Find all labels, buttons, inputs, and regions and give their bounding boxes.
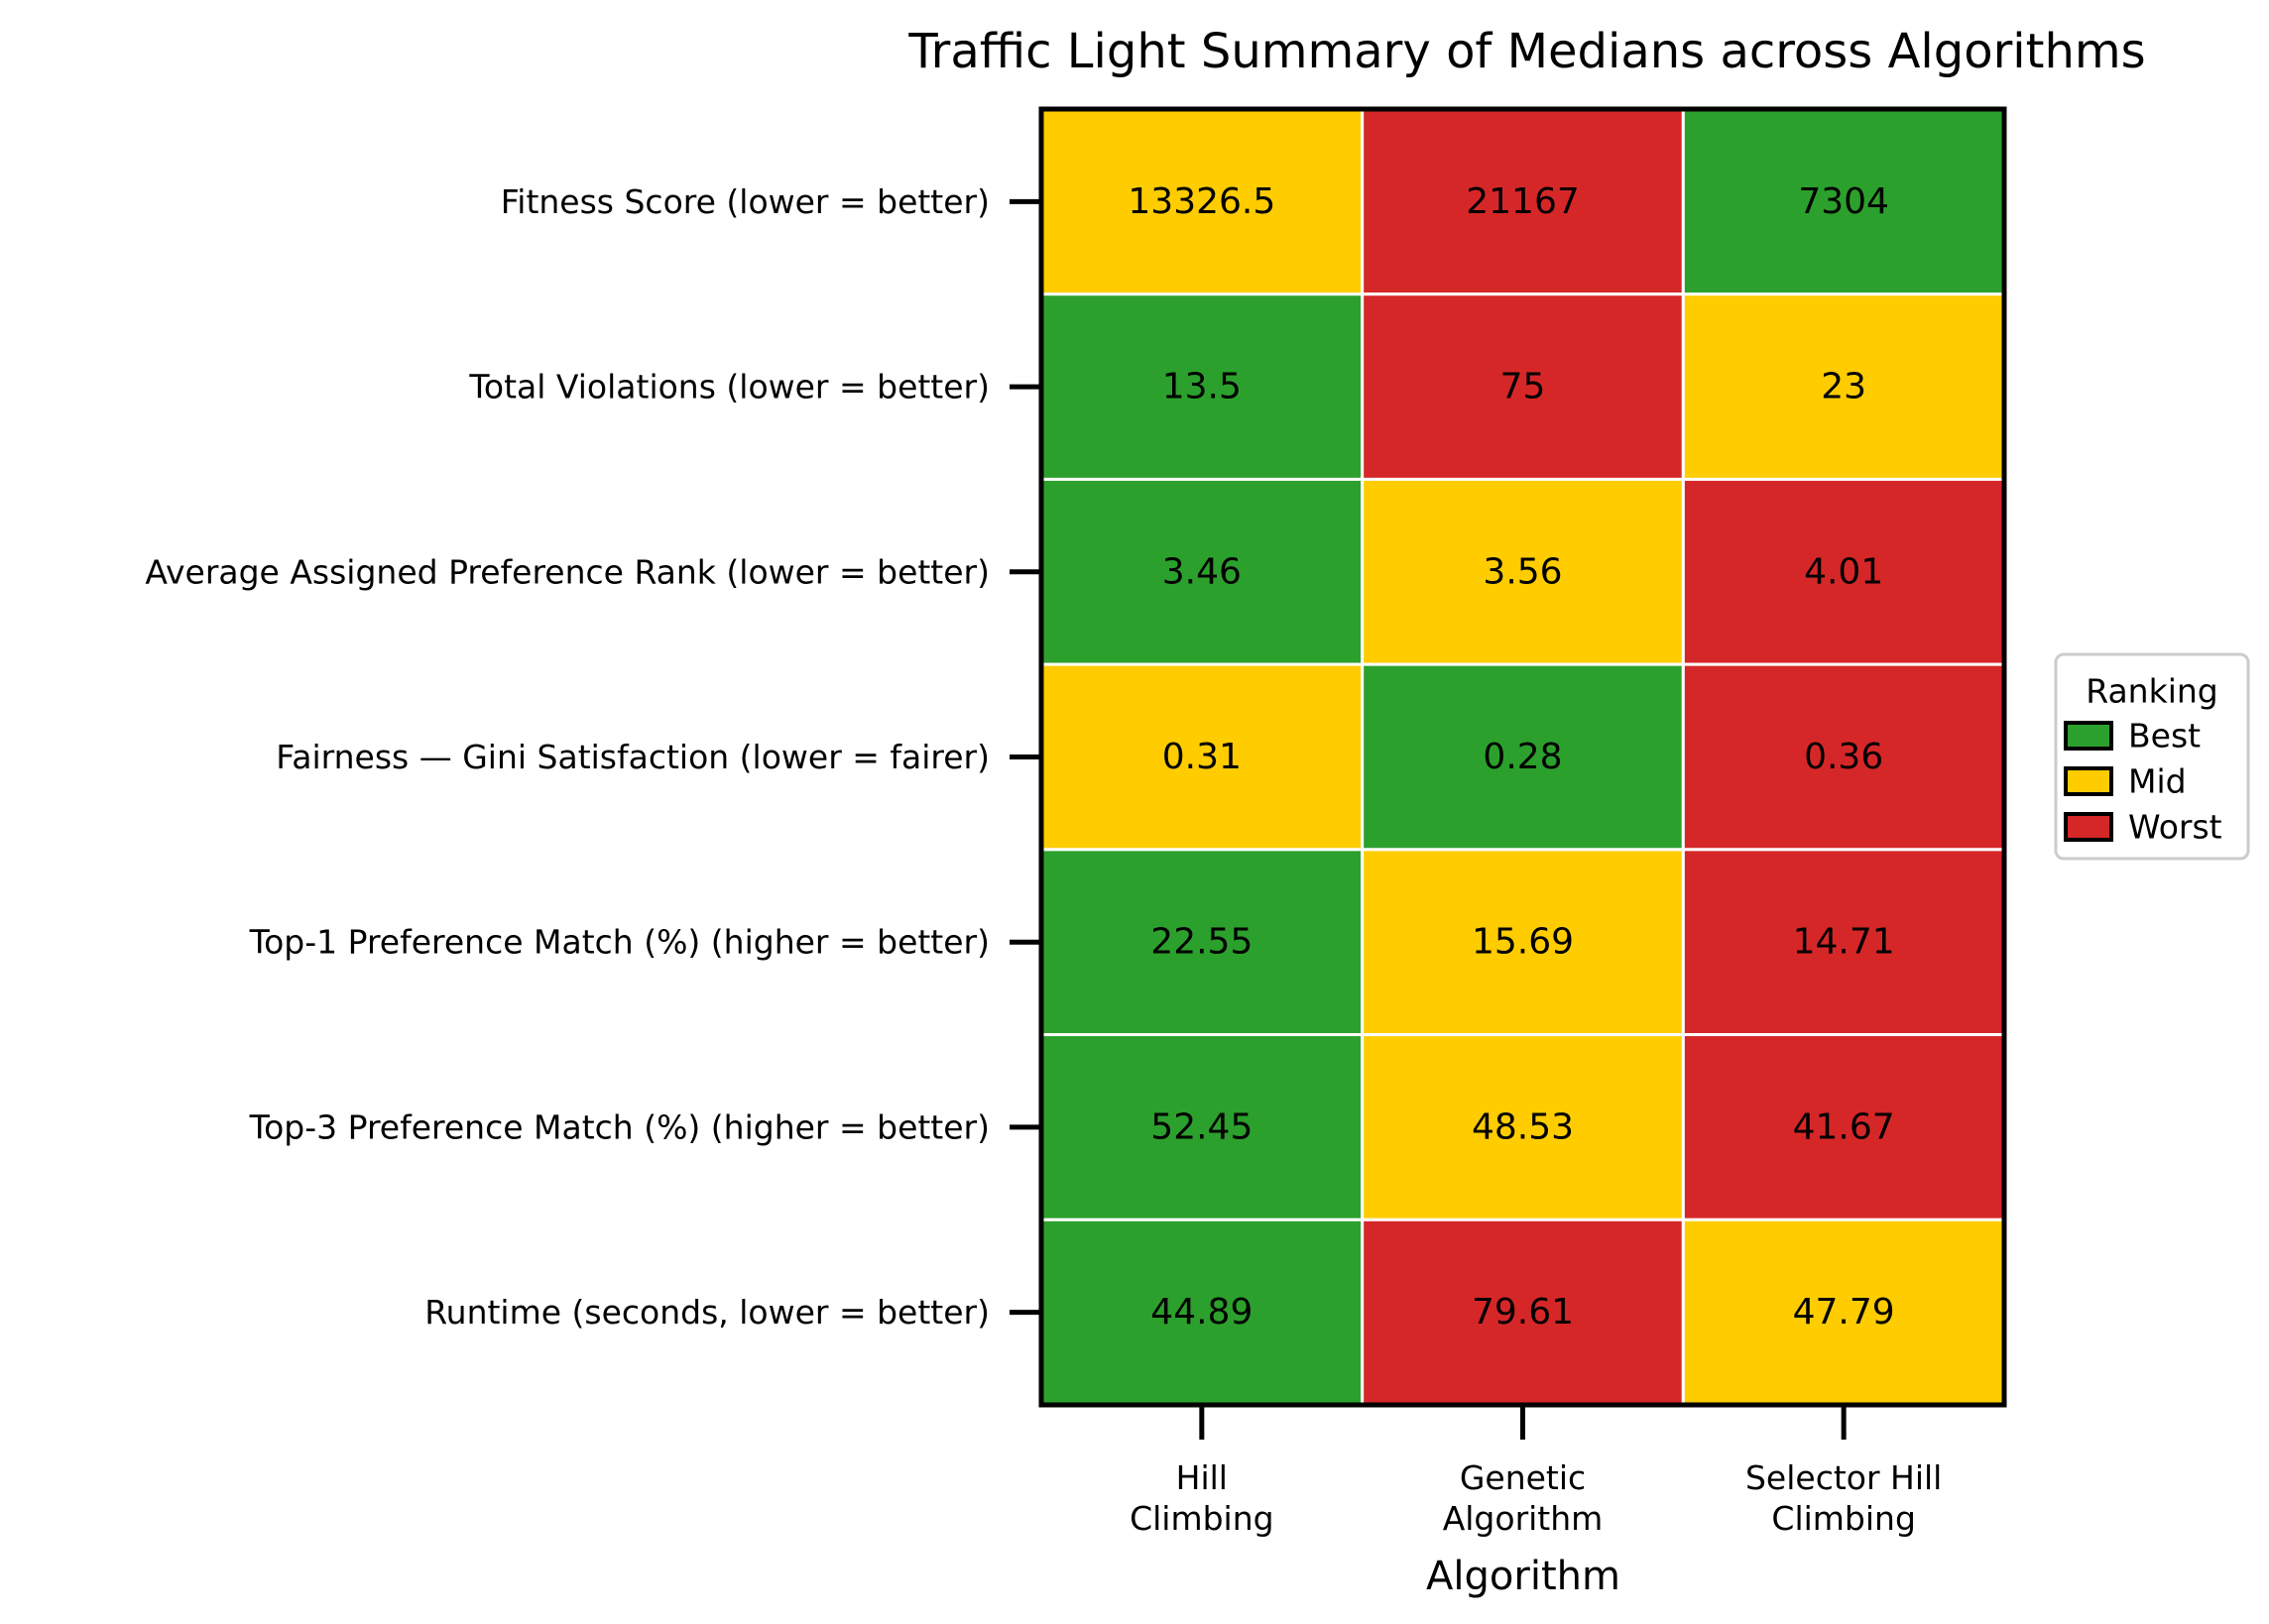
x-tick-label: Selector Hill Climbing <box>1745 1458 1942 1538</box>
cell-value-label: 13.5 <box>1162 367 1242 407</box>
heatmap-cell <box>1039 107 1365 296</box>
cell-value-label: 7304 <box>1798 181 1889 222</box>
cell-value-label: 23 <box>1821 367 1866 407</box>
cell-value-label: 22.55 <box>1150 922 1253 963</box>
heatmap-cell <box>1681 1218 2006 1407</box>
y-tick-label: Top-3 Preference Match (%) (higher = bet… <box>249 1107 990 1146</box>
cell-value-label: 75 <box>1500 367 1546 407</box>
cell-value-label: 41.67 <box>1793 1106 1895 1147</box>
heatmap-cell <box>1039 662 1365 852</box>
x-tick-label: Genetic Algorithm <box>1443 1458 1604 1538</box>
heatmap-cell <box>1361 848 1685 1037</box>
legend-title: Ranking <box>2086 672 2217 711</box>
heatmap-cell <box>1681 1033 2006 1221</box>
cell-value-label: 44.89 <box>1150 1292 1253 1333</box>
heatmap-cell <box>1039 1218 1365 1407</box>
heatmap-cell <box>1361 1033 1685 1221</box>
heatmap-cell <box>1361 107 1685 296</box>
cell-value-label: 52.45 <box>1150 1106 1253 1147</box>
cell-value-label: 0.31 <box>1162 737 1242 777</box>
x-tick-label: Hill Climbing <box>1130 1458 1274 1538</box>
y-tick-label: Runtime (seconds, lower = better) <box>424 1293 990 1332</box>
heatmap-cell <box>1361 477 1685 666</box>
legend-label: Worst <box>2128 808 2222 847</box>
y-tick-label: Average Assigned Preference Rank (lower … <box>145 552 990 591</box>
y-tick-label: Fairness — Gini Satisfaction (lower = fa… <box>276 738 990 776</box>
cell-value-label: 3.46 <box>1162 551 1242 592</box>
legend-label: Mid <box>2128 762 2187 801</box>
legend: Ranking Best Mid Worst <box>2054 652 2250 861</box>
cell-value-label: 0.36 <box>1804 737 1883 777</box>
legend-swatch <box>2064 721 2113 751</box>
cell-value-label: 0.28 <box>1483 737 1562 777</box>
cell-value-label: 3.56 <box>1483 551 1562 592</box>
cell-value-label: 47.79 <box>1793 1292 1895 1333</box>
cell-value-label: 4.01 <box>1804 551 1883 592</box>
cell-value-label: 14.71 <box>1793 922 1895 963</box>
y-tick-label: Top-1 Preference Match (%) (higher = bet… <box>249 923 990 962</box>
cell-value-label: 13326.5 <box>1128 181 1275 222</box>
cell-value-label: 15.69 <box>1472 922 1574 963</box>
legend-label: Best <box>2128 717 2201 755</box>
legend-swatch <box>2064 812 2113 842</box>
cell-value-label: 79.61 <box>1472 1292 1574 1333</box>
cell-value-label: 48.53 <box>1472 1106 1574 1147</box>
legend-swatch <box>2064 766 2113 796</box>
y-tick-label: Total Violations (lower = better) <box>468 368 990 406</box>
x-axis-label: Algorithm <box>1426 1554 1620 1599</box>
chart-title: Traffic Light Summary of Medians across … <box>907 24 2145 79</box>
y-axis: Fitness Score (lower = better) Total Viol… <box>145 182 1041 1332</box>
cell-value-label: 21167 <box>1466 181 1580 222</box>
heatmap-cell <box>1039 848 1365 1037</box>
heatmap-cell <box>1361 292 1685 481</box>
heatmap-cell <box>1361 1218 1685 1407</box>
heatmap-cell <box>1681 292 2006 481</box>
heatmap-cell <box>1681 662 2006 852</box>
y-tick-label: Fitness Score (lower = better) <box>501 182 990 221</box>
legend-box <box>2054 652 2250 861</box>
x-axis: Hill Climbing Genetic Algorithm Selector Hil… <box>1130 1405 1942 1538</box>
heatmap-labels: 13326.5 21167 7304 13.5 75 23 3.46 3.56 4.01 0.31… <box>1128 181 1894 1333</box>
heatmap-cell <box>1039 292 1365 481</box>
heatmap-cells <box>1039 107 2006 1407</box>
